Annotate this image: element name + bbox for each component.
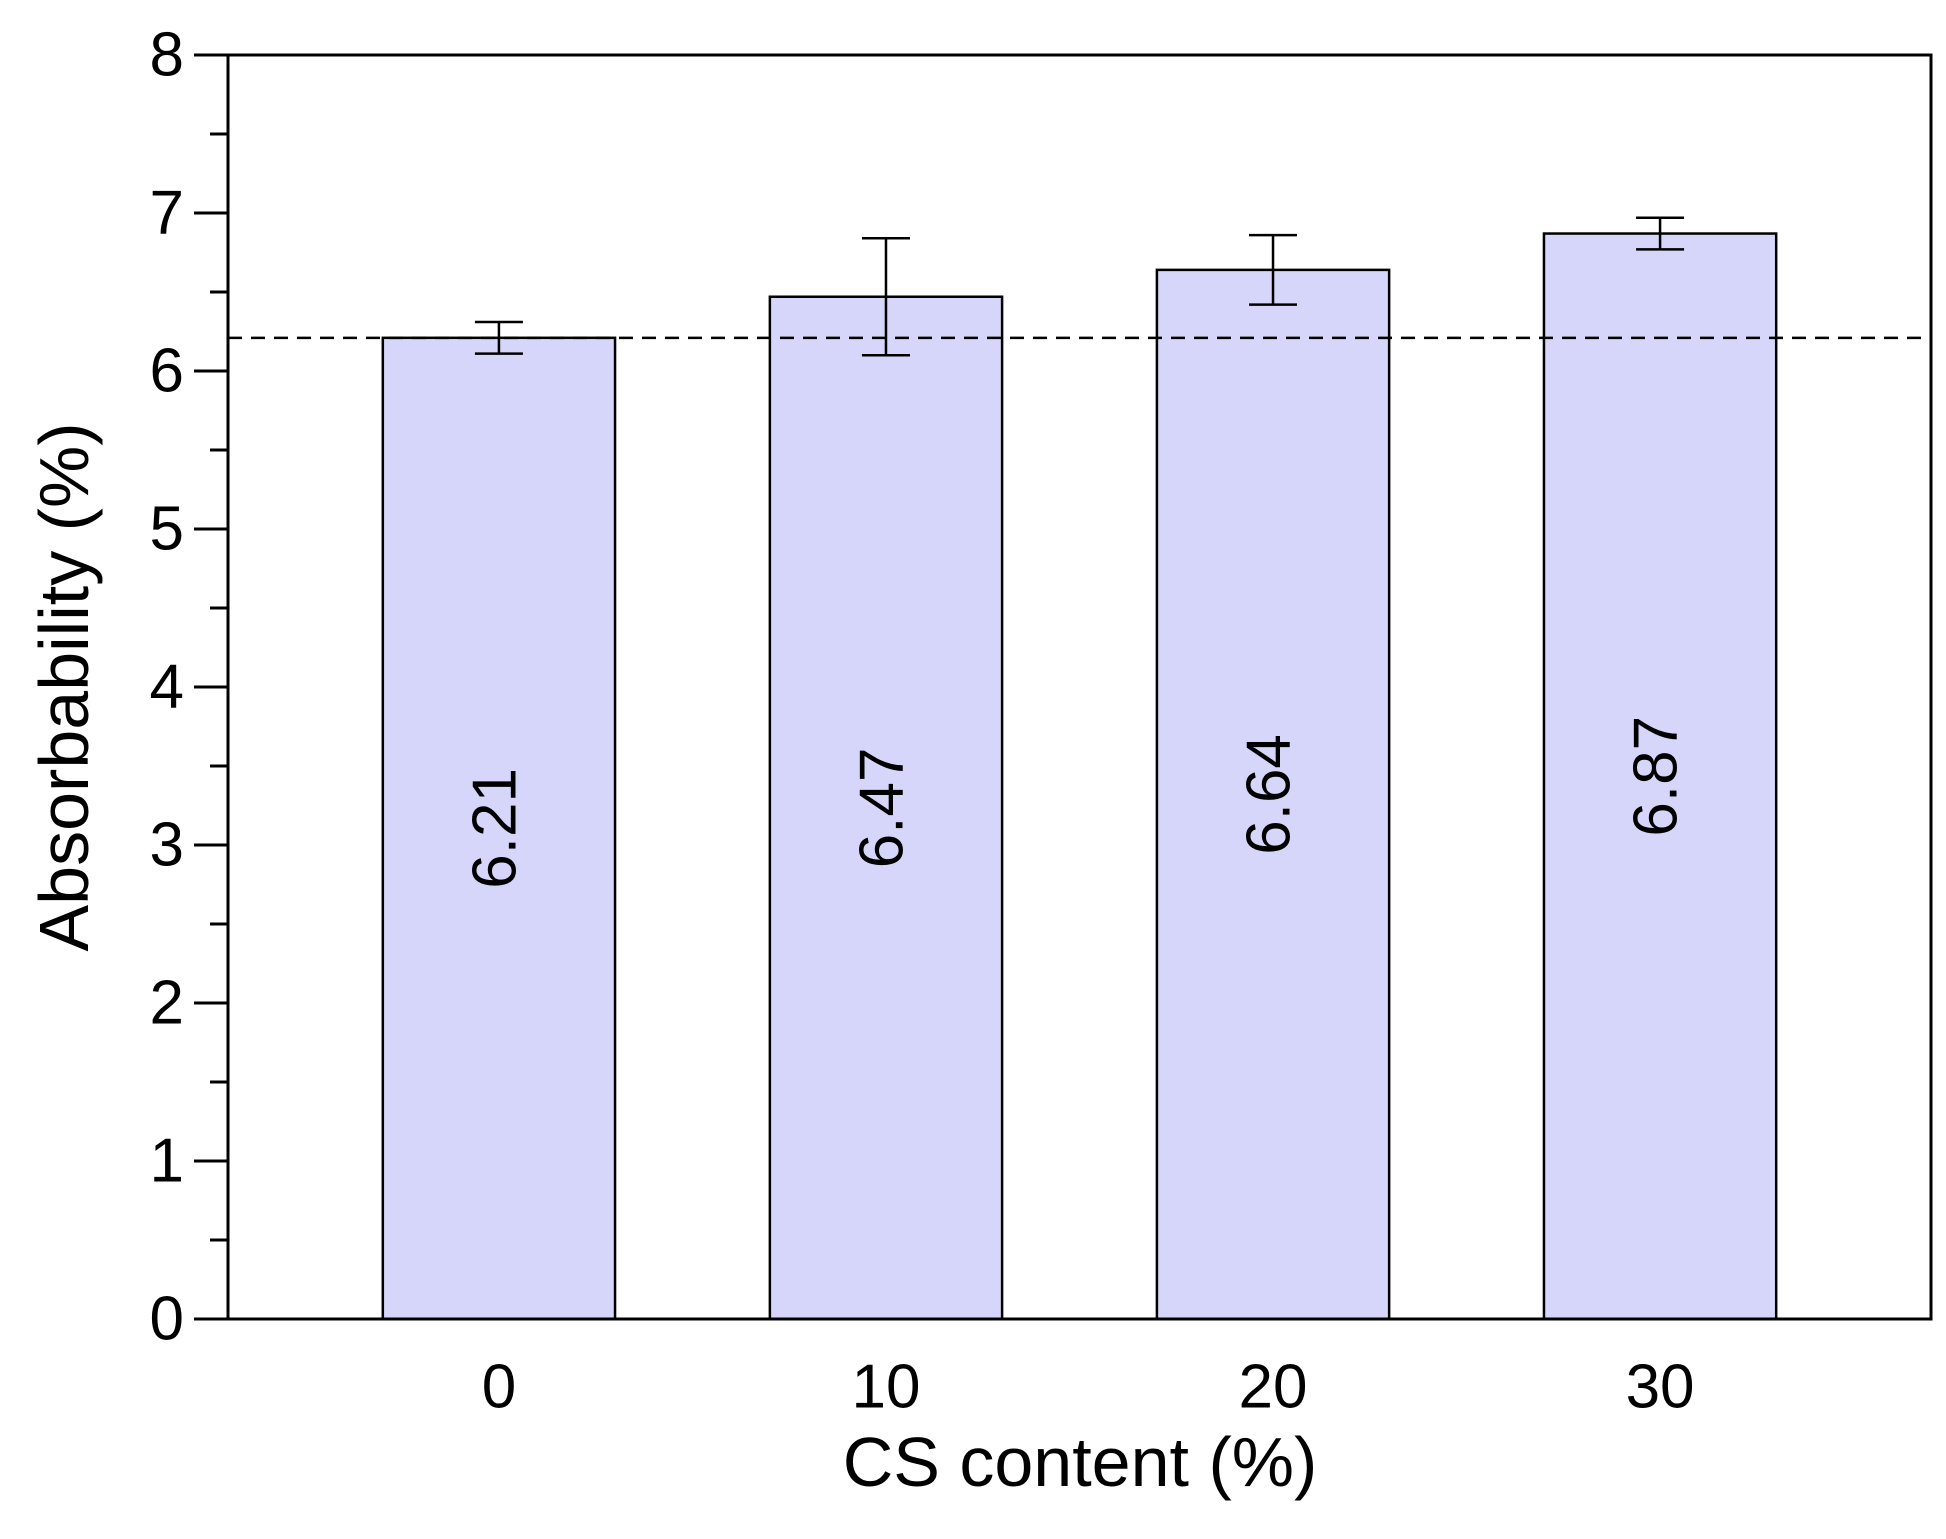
x-tick-label: 30	[1626, 1353, 1695, 1422]
x-tick-label: 0	[482, 1353, 516, 1422]
y-tick-label: 3	[150, 811, 184, 880]
y-tick-label: 0	[150, 1285, 184, 1354]
value-label: 6.87	[1621, 716, 1690, 837]
error-bar	[474, 320, 523, 355]
value-label: 6.21	[460, 768, 529, 889]
y-tick-label: 5	[150, 495, 184, 564]
bar	[1155, 268, 1391, 1321]
x-tick-label: 10	[851, 1353, 920, 1422]
x-tick-label: 20	[1239, 1353, 1308, 1422]
y-tick-label: 6	[150, 337, 184, 406]
y-tick-label: 1	[150, 1127, 184, 1196]
bar	[381, 336, 617, 1321]
y-axis-title: Absorbability (%)	[25, 422, 103, 951]
y-tick-label: 4	[150, 653, 184, 722]
x-axis-title: CS content (%)	[843, 1423, 1318, 1501]
y-tick-label: 8	[150, 21, 184, 90]
value-label: 6.64	[1234, 734, 1303, 855]
error-bar	[1249, 233, 1298, 306]
value-label: 6.47	[847, 748, 916, 869]
error-bar	[1636, 216, 1685, 251]
y-tick-label: 7	[150, 179, 184, 248]
y-tick-label: 2	[150, 969, 184, 1038]
error-bar	[861, 237, 910, 357]
